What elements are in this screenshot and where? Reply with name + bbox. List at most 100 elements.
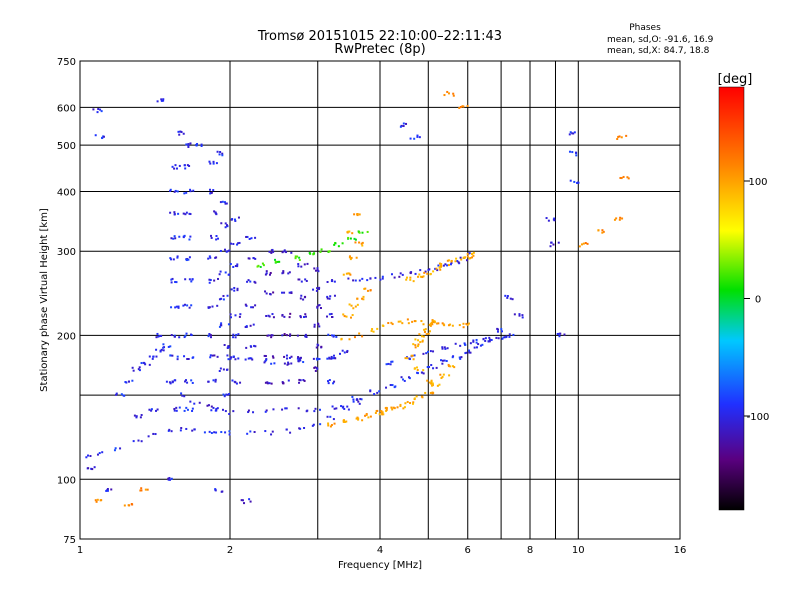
data-point	[391, 323, 394, 326]
data-point	[580, 243, 583, 246]
trace-sparse-high	[92, 98, 580, 184]
data-point	[313, 323, 316, 326]
data-point	[357, 418, 360, 421]
data-point	[169, 211, 172, 214]
colorbar-tick-label: 0	[755, 295, 761, 306]
data-point	[351, 395, 354, 398]
data-point	[236, 289, 239, 292]
data-point	[257, 264, 260, 267]
data-point	[173, 213, 176, 216]
data-point	[209, 356, 212, 359]
trace-sparse-X	[94, 90, 630, 507]
data-point	[208, 281, 211, 284]
data-point	[185, 427, 188, 430]
data-point	[272, 408, 275, 411]
data-point	[374, 276, 377, 279]
data-point	[460, 258, 463, 261]
data-point	[176, 358, 179, 361]
data-point	[272, 250, 275, 253]
data-point	[156, 408, 159, 411]
data-point	[169, 382, 172, 385]
data-point	[189, 235, 192, 238]
data-point	[207, 380, 210, 383]
data-point	[294, 257, 297, 260]
data-point	[441, 362, 444, 365]
data-point	[399, 403, 402, 406]
data-point	[210, 234, 213, 237]
data-point	[601, 229, 604, 232]
data-point	[100, 499, 103, 502]
data-point	[209, 192, 212, 195]
trace-O-mid	[351, 327, 503, 401]
data-point	[385, 408, 388, 411]
data-point	[346, 405, 349, 408]
data-point	[384, 407, 387, 410]
data-point	[276, 260, 279, 263]
data-point	[619, 176, 622, 179]
data-point	[162, 99, 165, 102]
data-point	[215, 235, 218, 238]
data-point	[364, 287, 367, 290]
data-point	[289, 333, 292, 336]
data-point	[249, 280, 252, 283]
data-point	[212, 189, 215, 192]
data-point	[582, 242, 585, 245]
data-point	[135, 415, 138, 418]
data-point	[331, 280, 334, 283]
data-point	[243, 502, 246, 505]
data-point	[503, 336, 506, 339]
data-point	[173, 334, 176, 337]
data-point	[224, 271, 227, 274]
data-point	[299, 359, 302, 362]
data-point	[466, 323, 469, 326]
data-point	[444, 347, 447, 350]
data-point	[152, 355, 155, 358]
data-point	[571, 151, 574, 154]
data-point	[432, 350, 435, 353]
data-point	[264, 430, 267, 433]
data-point	[127, 504, 130, 507]
data-point	[178, 164, 181, 167]
data-point	[438, 383, 441, 386]
data-point	[318, 287, 321, 290]
data-point	[421, 340, 424, 343]
trace-spread-col-1.55	[168, 164, 181, 412]
trace-spread-col-1.95	[218, 200, 231, 398]
data-point	[468, 252, 471, 255]
data-point	[119, 447, 122, 450]
data-point	[285, 354, 288, 357]
data-point	[173, 235, 176, 238]
data-point	[232, 265, 235, 268]
x-tick-label: 8	[527, 545, 533, 556]
data-point	[281, 251, 284, 254]
data-point	[618, 218, 621, 221]
data-point	[300, 294, 303, 297]
data-point	[402, 122, 405, 125]
data-point	[426, 350, 429, 353]
data-point	[253, 431, 256, 434]
data-point	[186, 381, 189, 384]
y-tick-label: 200	[57, 331, 76, 342]
data-point	[447, 365, 450, 368]
data-point	[420, 395, 423, 398]
data-point	[250, 306, 253, 309]
data-point	[298, 359, 301, 362]
data-point	[305, 279, 308, 282]
data-point	[358, 213, 361, 216]
data-point	[142, 361, 145, 364]
data-point	[497, 337, 500, 340]
data-point	[414, 346, 417, 349]
data-point	[216, 304, 219, 307]
data-point	[573, 180, 576, 183]
data-point	[192, 189, 195, 192]
data-point	[247, 279, 250, 282]
data-point	[430, 381, 433, 384]
data-point	[261, 262, 264, 265]
data-point	[247, 409, 250, 412]
data-point	[342, 273, 345, 276]
data-point	[183, 164, 186, 167]
data-point	[391, 384, 394, 387]
data-point	[361, 277, 364, 280]
data-point	[271, 313, 274, 316]
data-point	[316, 287, 319, 290]
